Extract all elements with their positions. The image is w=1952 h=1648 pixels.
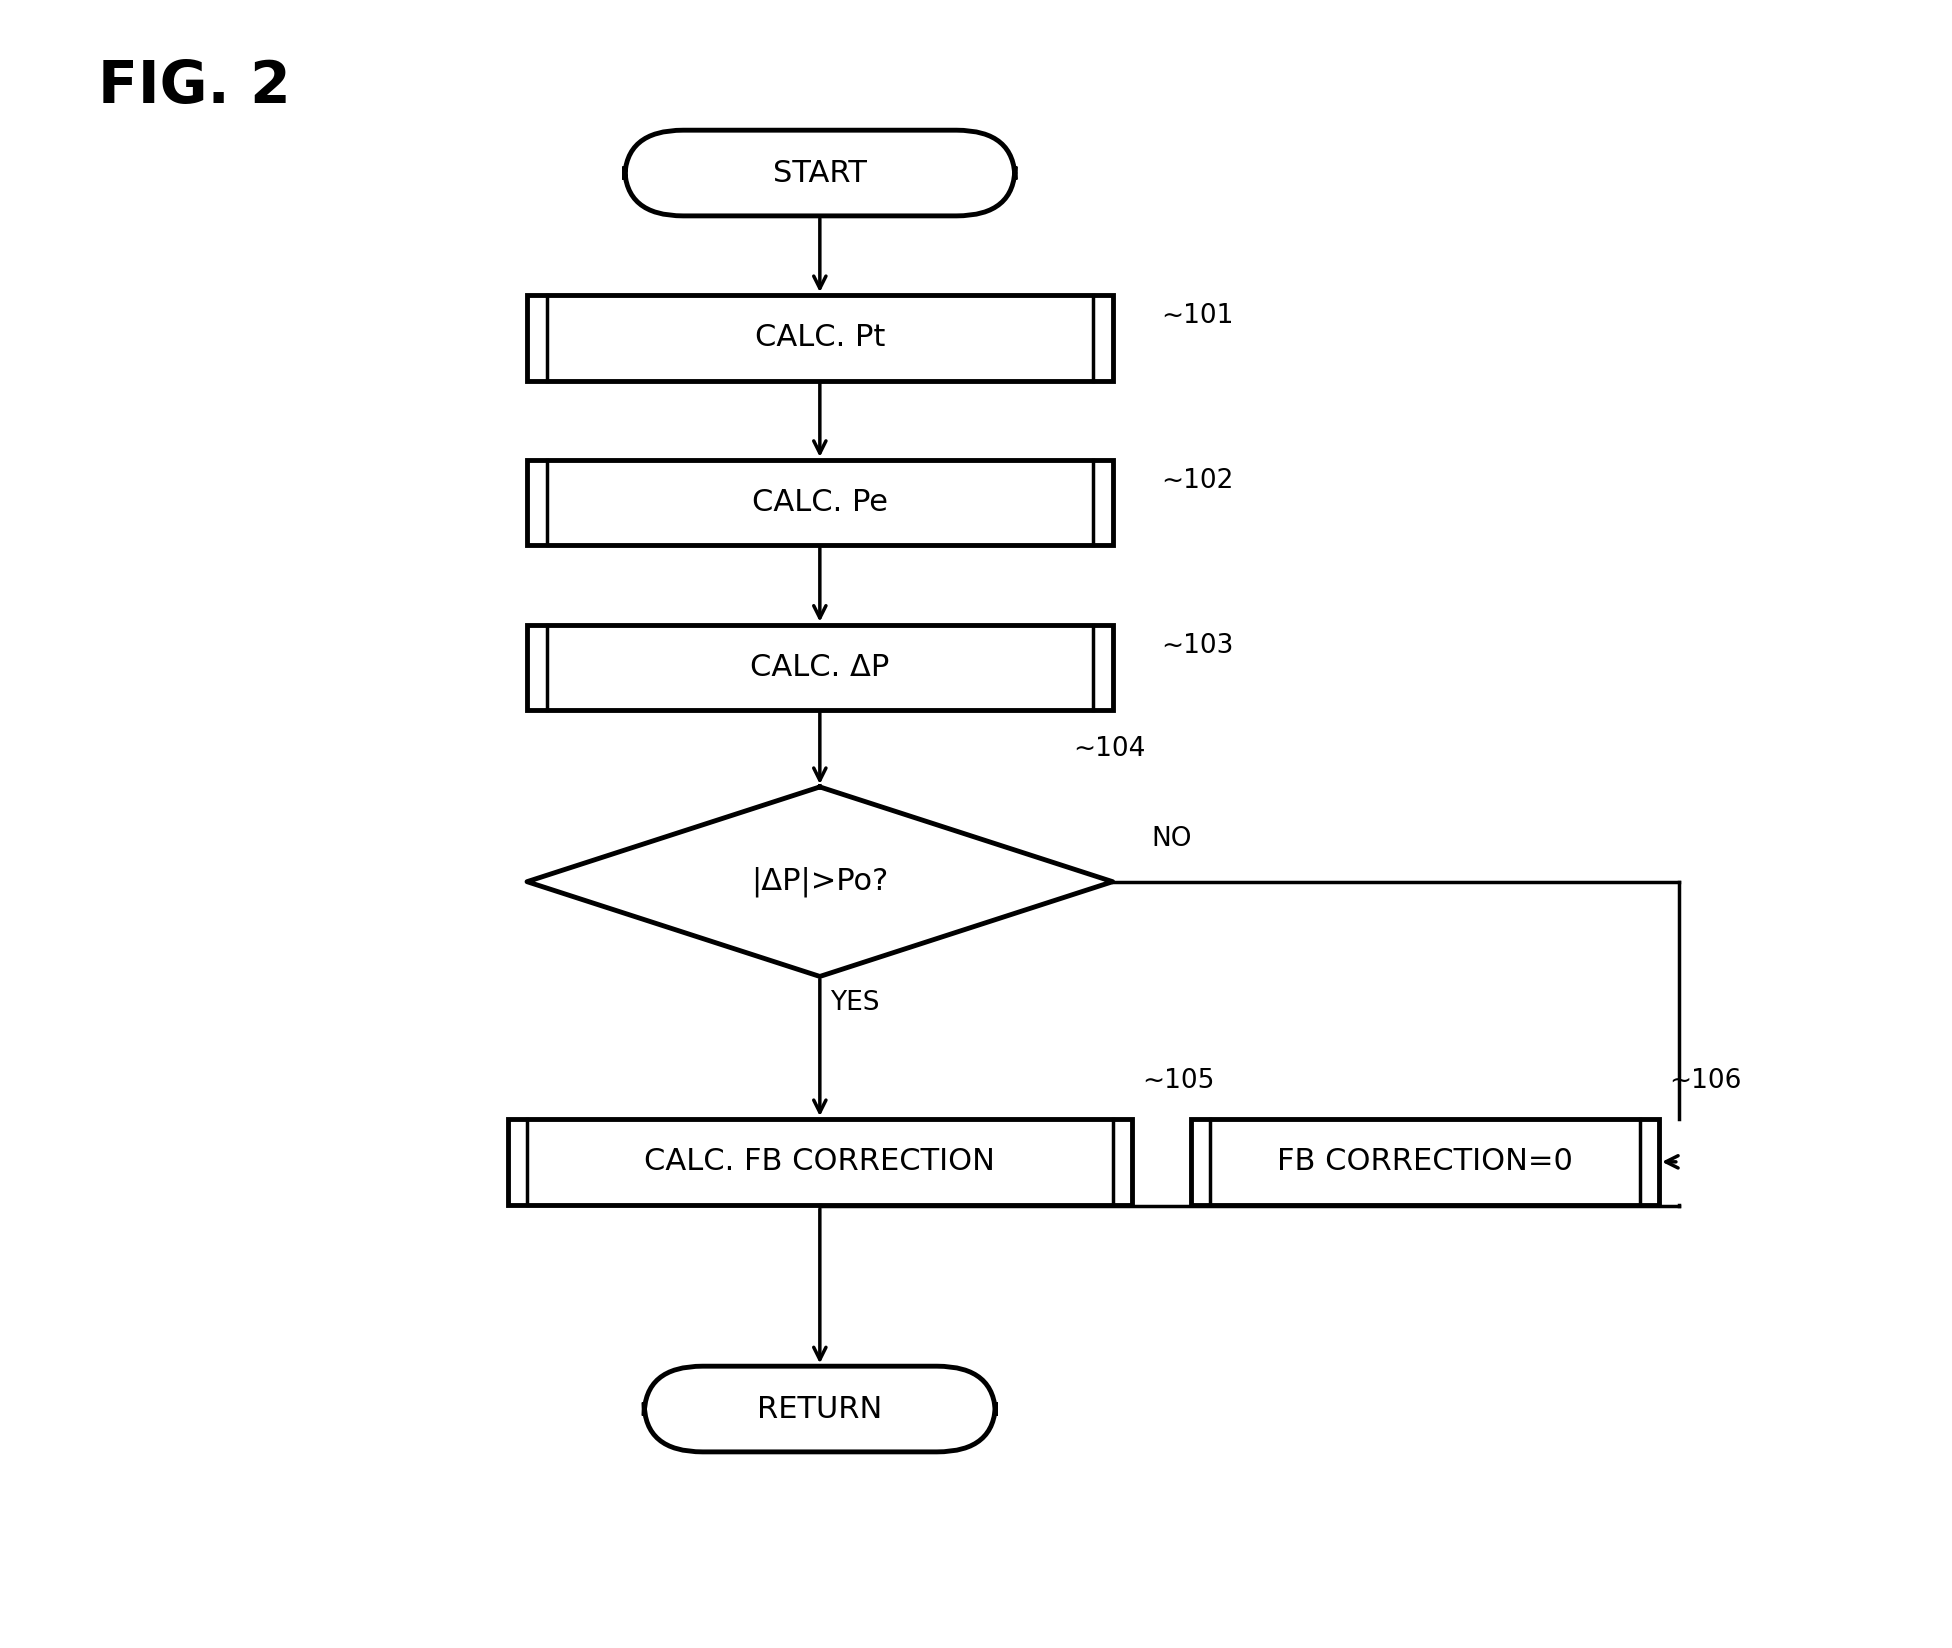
Text: CALC. Pe: CALC. Pe — [752, 488, 888, 517]
Text: YES: YES — [830, 989, 878, 1015]
Bar — [527, 295, 1113, 381]
Text: ∼106: ∼106 — [1669, 1068, 1741, 1094]
Text: ∼103: ∼103 — [1161, 633, 1234, 659]
FancyBboxPatch shape — [644, 1366, 996, 1452]
Bar — [527, 460, 1113, 545]
Text: ∼105: ∼105 — [1142, 1068, 1214, 1094]
Text: START: START — [773, 158, 867, 188]
Text: ∼104: ∼104 — [1074, 737, 1146, 761]
Bar — [527, 625, 1113, 710]
Text: FB CORRECTION=0: FB CORRECTION=0 — [1277, 1147, 1573, 1177]
Bar — [1191, 1119, 1659, 1205]
Text: |ΔP|>Po?: |ΔP|>Po? — [752, 867, 888, 897]
Polygon shape — [527, 786, 1113, 976]
Text: RETURN: RETURN — [757, 1394, 882, 1424]
FancyBboxPatch shape — [625, 130, 1015, 216]
Bar — [508, 1119, 1132, 1205]
Text: FIG. 2: FIG. 2 — [98, 58, 291, 115]
Text: NO: NO — [1152, 826, 1193, 852]
Text: CALC. Pt: CALC. Pt — [755, 323, 884, 353]
Text: ∼102: ∼102 — [1161, 468, 1234, 494]
Text: CALC. FB CORRECTION: CALC. FB CORRECTION — [644, 1147, 996, 1177]
Text: ∼101: ∼101 — [1161, 303, 1234, 330]
Text: CALC. ΔP: CALC. ΔP — [750, 653, 890, 682]
